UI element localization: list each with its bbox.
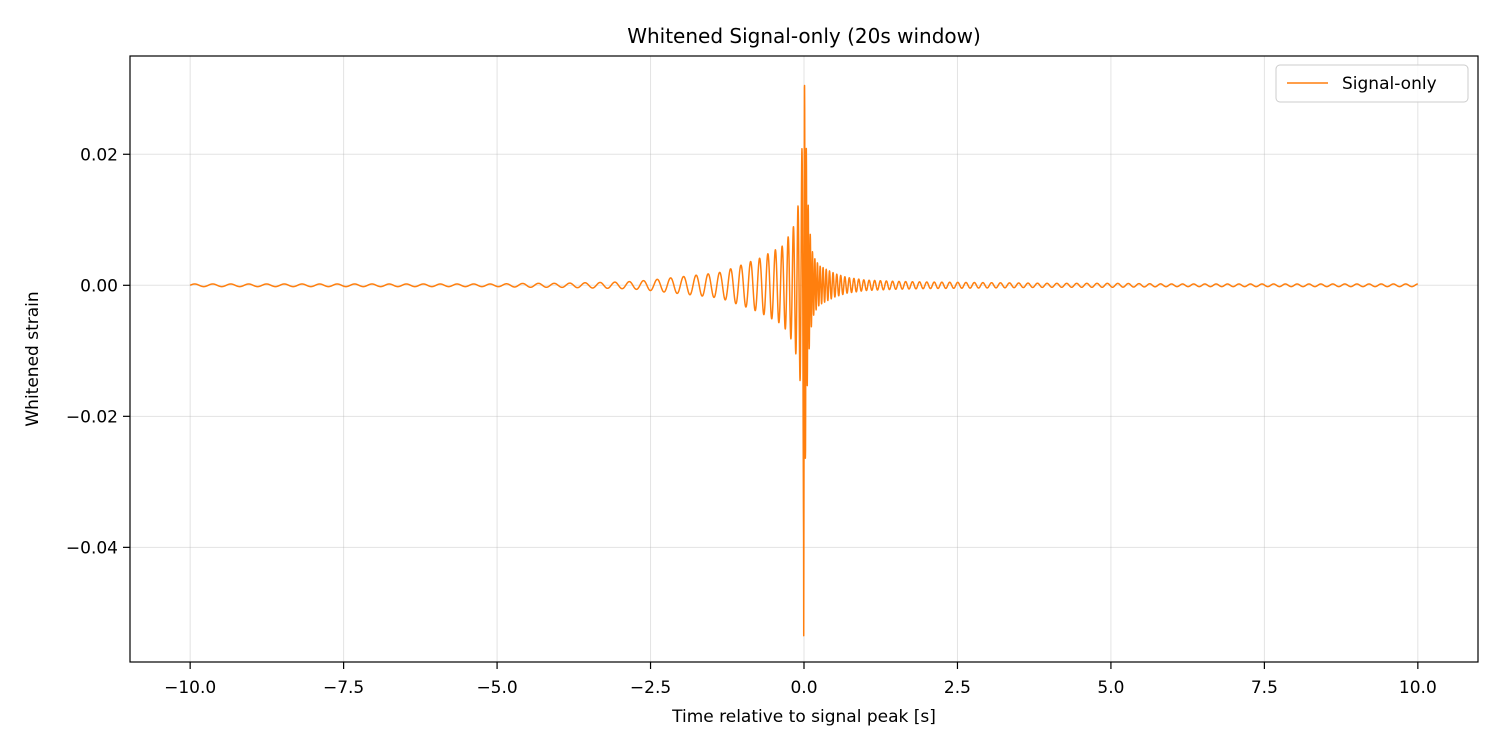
y-axis-label: Whitened strain — [23, 291, 43, 426]
y-tick-label: −0.02 — [66, 407, 118, 427]
x-tick-label: 5.0 — [1097, 678, 1124, 698]
x-tick-label: 2.5 — [944, 678, 971, 698]
legend-label-signal-only: Signal-only — [1342, 74, 1437, 94]
x-tick-label: −10.0 — [164, 678, 216, 698]
x-tick-label: −5.0 — [476, 678, 517, 698]
legend: Signal-only — [1275, 64, 1469, 103]
x-axis-label: Time relative to signal peak [s] — [671, 707, 936, 727]
chart-title: Whitened Signal-only (20s window) — [627, 24, 981, 48]
series-layer — [189, 84, 1419, 637]
x-tick-label: −7.5 — [323, 678, 364, 698]
x-tick-label: 10.0 — [1399, 678, 1437, 698]
x-tick-label: 0.0 — [790, 678, 817, 698]
x-tick-label: 7.5 — [1251, 678, 1278, 698]
x-axis-ticks: −10.0 −7.5 −5.0 −2.5 0.0 2.5 5.0 7.5 10.0 — [164, 662, 1437, 698]
legend-box — [1275, 64, 1469, 103]
y-tick-label: 0.02 — [80, 145, 118, 165]
x-tick-label: −2.5 — [630, 678, 671, 698]
y-axis-ticks: 0.02 0.00 −0.02 −0.04 — [66, 145, 130, 558]
series-line-signal-only — [189, 84, 1419, 637]
y-tick-label: −0.04 — [66, 538, 118, 558]
y-tick-label: 0.00 — [80, 276, 118, 296]
